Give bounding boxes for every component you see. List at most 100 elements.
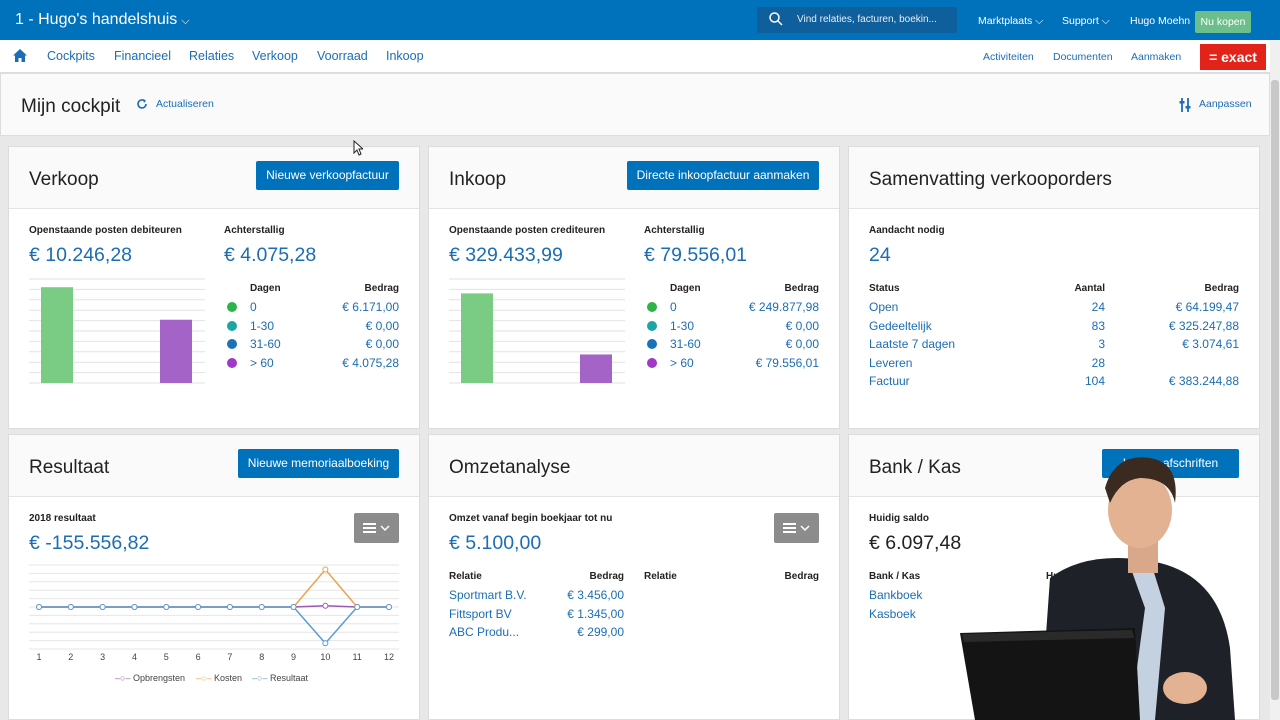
verkoop-title: Verkoop: [29, 169, 99, 190]
balance-value[interactable]: € 6.097,48: [869, 532, 962, 554]
status-cell[interactable]: Factuur: [869, 374, 910, 388]
amount-cell[interactable]: € 0,00: [365, 319, 399, 333]
amount-header: Bedrag: [364, 283, 399, 294]
data-point: [322, 640, 329, 647]
presenter-video-overlay: [960, 457, 1235, 720]
result-value[interactable]: € -155.556,82: [29, 532, 150, 554]
count-cell[interactable]: 24: [1091, 300, 1105, 314]
menu-cockpits[interactable]: Cockpits: [47, 49, 95, 63]
company-selector[interactable]: 1 - Hugo's handelshuis ⌵: [15, 11, 190, 28]
amount-header: Bedrag: [589, 571, 624, 582]
menu-relaties[interactable]: Relaties: [189, 49, 235, 63]
amount-cell[interactable]: € 3.456,00: [567, 588, 624, 602]
amount-cell[interactable]: € 249.877,98: [748, 300, 819, 314]
x-tick-label: 1: [36, 652, 42, 662]
amount-cell[interactable]: € 299,00: [577, 625, 624, 639]
amount-cell[interactable]: € 6.171,00: [342, 300, 399, 314]
menu-aanmaken[interactable]: Aanmaken: [1131, 51, 1182, 63]
exact-logo[interactable]: = exact: [1200, 44, 1266, 70]
overdue-value[interactable]: € 4.075,28: [224, 244, 317, 266]
overdue-label: Achterstallig: [224, 225, 285, 236]
count-cell[interactable]: 83: [1091, 319, 1105, 333]
legend-marker: –○–: [196, 673, 212, 683]
days-cell[interactable]: > 60: [670, 356, 694, 370]
legend-opbrengsten[interactable]: –○– Opbrengsten: [115, 673, 186, 683]
customize-icon[interactable]: [1179, 98, 1191, 112]
amount-cell[interactable]: € 4.075,28: [342, 356, 399, 370]
menu-verkoop[interactable]: Verkoop: [252, 49, 298, 63]
amount-cell[interactable]: € 0,00: [785, 319, 819, 333]
data-point: [36, 604, 42, 610]
customize-link[interactable]: Aanpassen: [1199, 98, 1252, 110]
home-icon[interactable]: [12, 48, 28, 63]
amount-cell[interactable]: € 3.074,61: [1182, 337, 1239, 351]
attention-value[interactable]: 24: [869, 244, 891, 266]
relation-cell[interactable]: ABC Produ...: [449, 625, 520, 639]
days-cell[interactable]: 31-60: [250, 337, 281, 351]
bank-kas-header: Bank / Kas: [869, 571, 921, 582]
open-creditors-label: Openstaande posten crediteuren: [449, 225, 606, 236]
menu-activiteiten[interactable]: Activiteiten: [983, 51, 1034, 63]
amount-cell[interactable]: € 1.345,00: [567, 607, 624, 621]
support-menu[interactable]: Support ⌵: [1062, 15, 1110, 27]
new-journal-entry-button[interactable]: Nieuwe memoriaalboeking: [238, 449, 399, 478]
menu-voorraad[interactable]: Voorraad: [317, 49, 368, 63]
days-cell[interactable]: 1-30: [250, 319, 275, 333]
open-creditors-value[interactable]: € 329.433,99: [449, 244, 563, 266]
cockpit-header: Mijn cockpit Actualiseren Aanpassen: [0, 73, 1270, 136]
count-cell[interactable]: 28: [1091, 356, 1105, 370]
relation-cell[interactable]: Fittsport BV: [449, 607, 512, 621]
amount-cell[interactable]: € 0,00: [365, 337, 399, 351]
scrollbar-thumb[interactable]: [1271, 80, 1279, 700]
menu-financieel[interactable]: Financieel: [114, 49, 171, 63]
days-cell[interactable]: 31-60: [670, 337, 701, 351]
overdue-value[interactable]: € 79.556,01: [644, 244, 748, 266]
days-cell[interactable]: 1-30: [670, 319, 695, 333]
chevron-down-icon: ⌵: [181, 15, 190, 27]
buy-now-button[interactable]: Nu kopen: [1195, 11, 1251, 33]
relation-cell[interactable]: Sportmart B.V.: [449, 588, 527, 602]
status-cell[interactable]: Laatste 7 dagen: [869, 337, 956, 351]
new-sales-invoice-button[interactable]: Nieuwe verkoopfactuur: [256, 161, 399, 190]
days-header: Dagen: [250, 283, 281, 294]
legend-resultaat[interactable]: –○– Resultaat: [252, 673, 308, 683]
refresh-link[interactable]: Actualiseren: [156, 98, 214, 110]
amount-cell[interactable]: € 325.247,88: [1168, 319, 1239, 333]
bar-60: [580, 354, 612, 383]
new-purchase-invoice-button[interactable]: Directe inkoopfactuur aanmaken: [627, 161, 819, 190]
status-cell[interactable]: Open: [869, 300, 899, 314]
amount-cell[interactable]: € 0,00: [785, 337, 819, 351]
marktplaats-menu[interactable]: Marktplaats ⌵: [978, 15, 1044, 27]
resultaat-line-chart: [29, 564, 399, 650]
search-input[interactable]: Vind relaties, facturen, boekin...: [757, 7, 957, 33]
chart-options-button[interactable]: [354, 513, 399, 543]
amount-cell[interactable]: € 64.199,47: [1175, 300, 1239, 314]
amount-cell[interactable]: € 383.244,88: [1168, 374, 1239, 388]
status-cell[interactable]: Leveren: [869, 356, 913, 370]
days-cell[interactable]: 0: [250, 300, 257, 314]
legend-dot: [227, 302, 237, 312]
menu-documenten[interactable]: Documenten: [1053, 51, 1113, 63]
days-cell[interactable]: > 60: [250, 356, 274, 370]
status-cell[interactable]: Gedeeltelijk: [869, 319, 932, 333]
turnover-value[interactable]: € 5.100,00: [449, 532, 542, 554]
x-tick-label: 9: [291, 652, 297, 662]
bank-book-link[interactable]: Bankboek: [869, 588, 923, 602]
count-cell[interactable]: 104: [1084, 374, 1105, 388]
chart-options-button[interactable]: [774, 513, 819, 543]
legend-dot: [647, 302, 657, 312]
inkoop-header: Inkoop Directe inkoopfactuur aanmaken: [429, 147, 839, 209]
legend-kosten[interactable]: –○– Kosten: [196, 673, 242, 683]
amount-cell[interactable]: € 79.556,01: [755, 356, 819, 370]
menu-inkoop[interactable]: Inkoop: [386, 49, 424, 63]
amount-header: Bedrag: [784, 283, 819, 294]
cash-book-link[interactable]: Kasboek: [869, 607, 916, 621]
count-cell[interactable]: 3: [1098, 337, 1105, 351]
data-point: [131, 604, 138, 610]
x-tick-label: 2: [68, 652, 74, 662]
user-menu[interactable]: Hugo Moehn: [1130, 15, 1191, 27]
days-cell[interactable]: 0: [670, 300, 677, 314]
refresh-icon[interactable]: [136, 98, 148, 110]
open-debtors-value[interactable]: € 10.246,28: [29, 244, 133, 266]
sales-orders-summary-widget: Samenvatting verkooporders Aandacht nodi…: [848, 146, 1260, 429]
